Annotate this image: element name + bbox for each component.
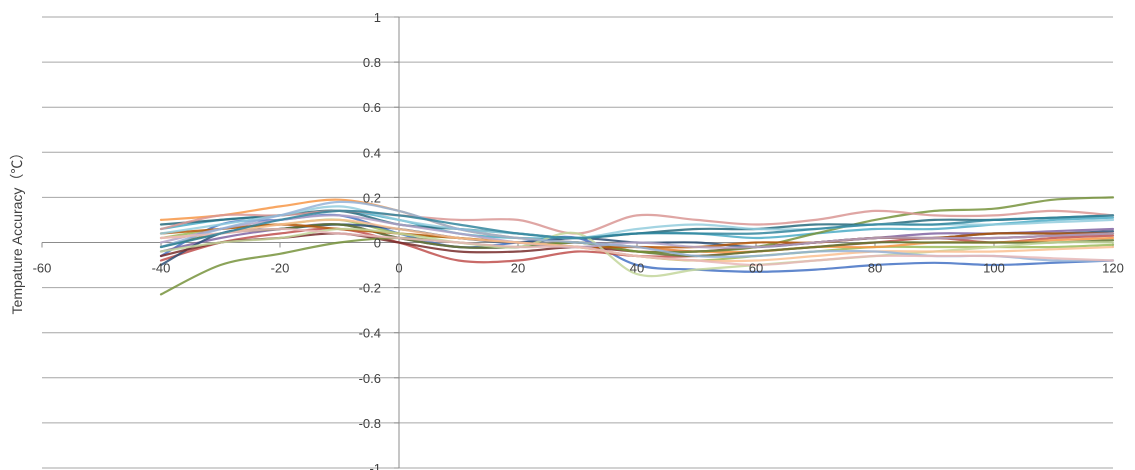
y-tick-label: -0.2 bbox=[359, 281, 381, 296]
x-tick-label: -20 bbox=[271, 261, 290, 276]
x-tick-label: -60 bbox=[33, 261, 52, 276]
y-tick-label: -0.4 bbox=[359, 326, 381, 341]
x-tick-label: 40 bbox=[630, 261, 644, 276]
series-line-10 bbox=[159, 196, 1115, 296]
series-line-20 bbox=[159, 209, 1115, 249]
series-line-16 bbox=[159, 205, 1115, 240]
y-tick-label: 0.6 bbox=[363, 100, 381, 115]
tick-labels: -60 -40 -20 0 20 40 60 80 100 120 1 0.8 0.6 0.4 0.2 0 -0… bbox=[33, 10, 1124, 470]
y-tick-label: 0.2 bbox=[363, 190, 381, 205]
x-tick-label: 80 bbox=[868, 261, 882, 276]
x-tick-label: -40 bbox=[152, 261, 171, 276]
y-tick-label: 0.8 bbox=[363, 55, 381, 70]
x-tick-label: 100 bbox=[983, 261, 1005, 276]
x-tick-label: 0 bbox=[395, 261, 402, 276]
series-line-14 bbox=[159, 227, 1115, 278]
series-line-15 bbox=[159, 214, 1115, 249]
x-tick-label: 120 bbox=[1102, 261, 1124, 276]
y-tick-label: 1 bbox=[374, 10, 381, 25]
y-tick-label: -0.6 bbox=[359, 371, 381, 386]
y-tick-label: 0 bbox=[374, 236, 381, 251]
x-tick-label: 20 bbox=[511, 261, 525, 276]
y-tick-label: -1 bbox=[369, 461, 381, 470]
x-tick-label: 60 bbox=[749, 261, 763, 276]
series-line-19 bbox=[159, 227, 1115, 267]
y-tick-label: -0.8 bbox=[359, 416, 381, 431]
series-layer bbox=[159, 196, 1115, 296]
y-axis-label: Tempature Accuracy（℃） bbox=[9, 146, 25, 315]
y-tick-label: 0.4 bbox=[363, 145, 381, 160]
